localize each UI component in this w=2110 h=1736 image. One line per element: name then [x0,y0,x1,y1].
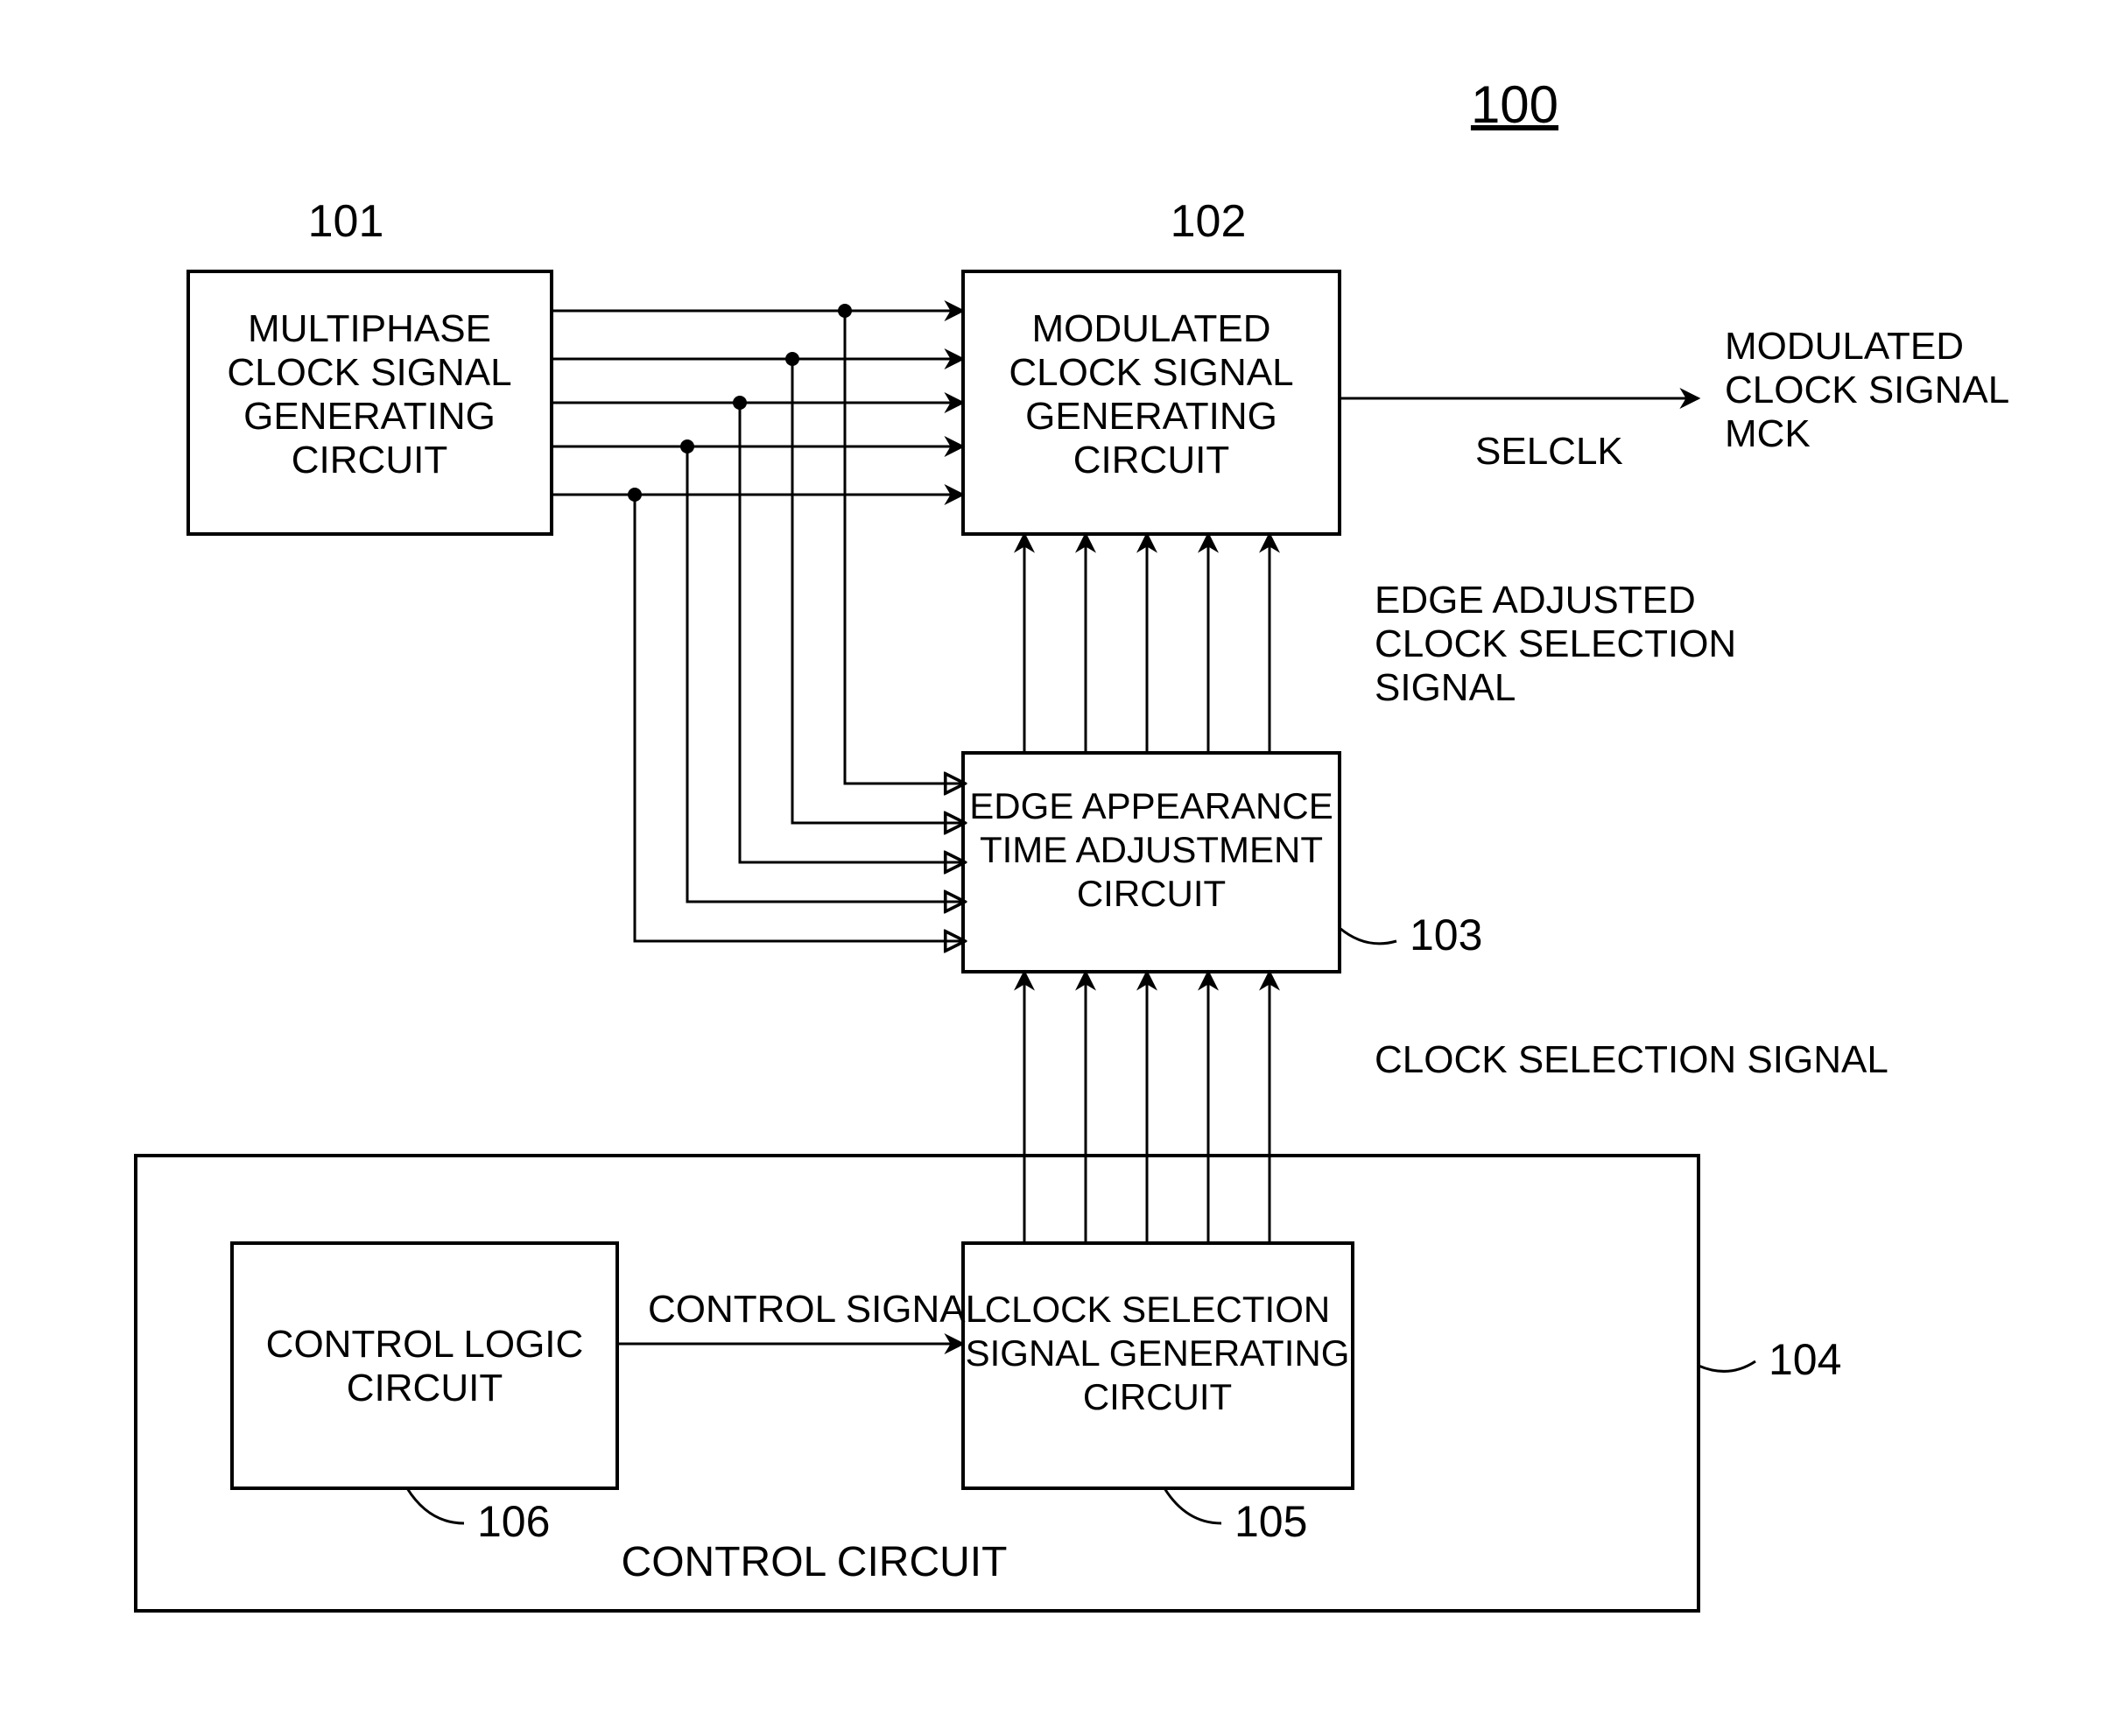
block-106 [232,1243,617,1488]
ref-106: 106 [477,1497,550,1546]
block-101-l3: CIRCUIT [292,439,447,481]
label-edgeadj-2: SIGNAL [1375,666,1516,709]
leader-106 [407,1488,464,1523]
block-103-l0: EDGE APPEARANCE [969,785,1333,826]
label-mck-2: MCK [1725,412,1811,455]
label-ctrl: CONTROL SIGNAL [648,1288,987,1331]
block-106-l1: CIRCUIT [347,1367,503,1409]
block-105-l1: SIGNAL GENERATING [966,1332,1350,1374]
label-mck-0: MODULATED [1725,325,1964,368]
block-diagram: 100 101 MULTIPHASE CLOCK SIGNAL GENERATI… [0,0,2110,1736]
leader-103 [1340,928,1396,944]
leader-104 [1699,1361,1755,1371]
block-105-l2: CIRCUIT [1083,1376,1232,1417]
ref-105: 105 [1234,1497,1307,1546]
block-102-l1: CLOCK SIGNAL [1009,351,1293,394]
block-104-l0: CONTROL CIRCUIT [622,1539,1008,1585]
wire-tap-103-b [792,359,963,823]
block-102-l2: GENERATING [1025,395,1277,438]
wire-tap-103-a [845,311,963,784]
label-edgeadj-0: EDGE ADJUSTED [1375,579,1696,622]
block-106-l0: CONTROL LOGIC [266,1323,584,1366]
block-101-l0: MULTIPHASE [248,307,491,350]
wire-tap-103-d [687,446,963,902]
label-mck-1: CLOCK SIGNAL [1725,369,2009,411]
block-101-l2: GENERATING [243,395,496,438]
ref-104: 104 [1769,1335,1841,1384]
block-103-l1: TIME ADJUSTMENT [980,829,1323,870]
label-edgeadj-1: CLOCK SELECTION [1375,622,1736,665]
block-101-l1: CLOCK SIGNAL [227,351,511,394]
ref-102: 102 [1171,196,1247,247]
block-102-l3: CIRCUIT [1073,439,1229,481]
ref-101: 101 [308,196,384,247]
label-clksel: CLOCK SELECTION SIGNAL [1375,1038,1888,1081]
block-105-l0: CLOCK SELECTION [985,1289,1330,1330]
wire-tap-103-e [635,495,963,941]
leader-105 [1164,1488,1221,1523]
ref-100: 100 [1471,75,1558,134]
ref-103: 103 [1410,910,1482,959]
block-103-l2: CIRCUIT [1077,873,1226,914]
label-selclk: SELCLK [1475,430,1623,473]
block-102-l0: MODULATED [1032,307,1271,350]
wire-tap-103-c [740,403,963,862]
